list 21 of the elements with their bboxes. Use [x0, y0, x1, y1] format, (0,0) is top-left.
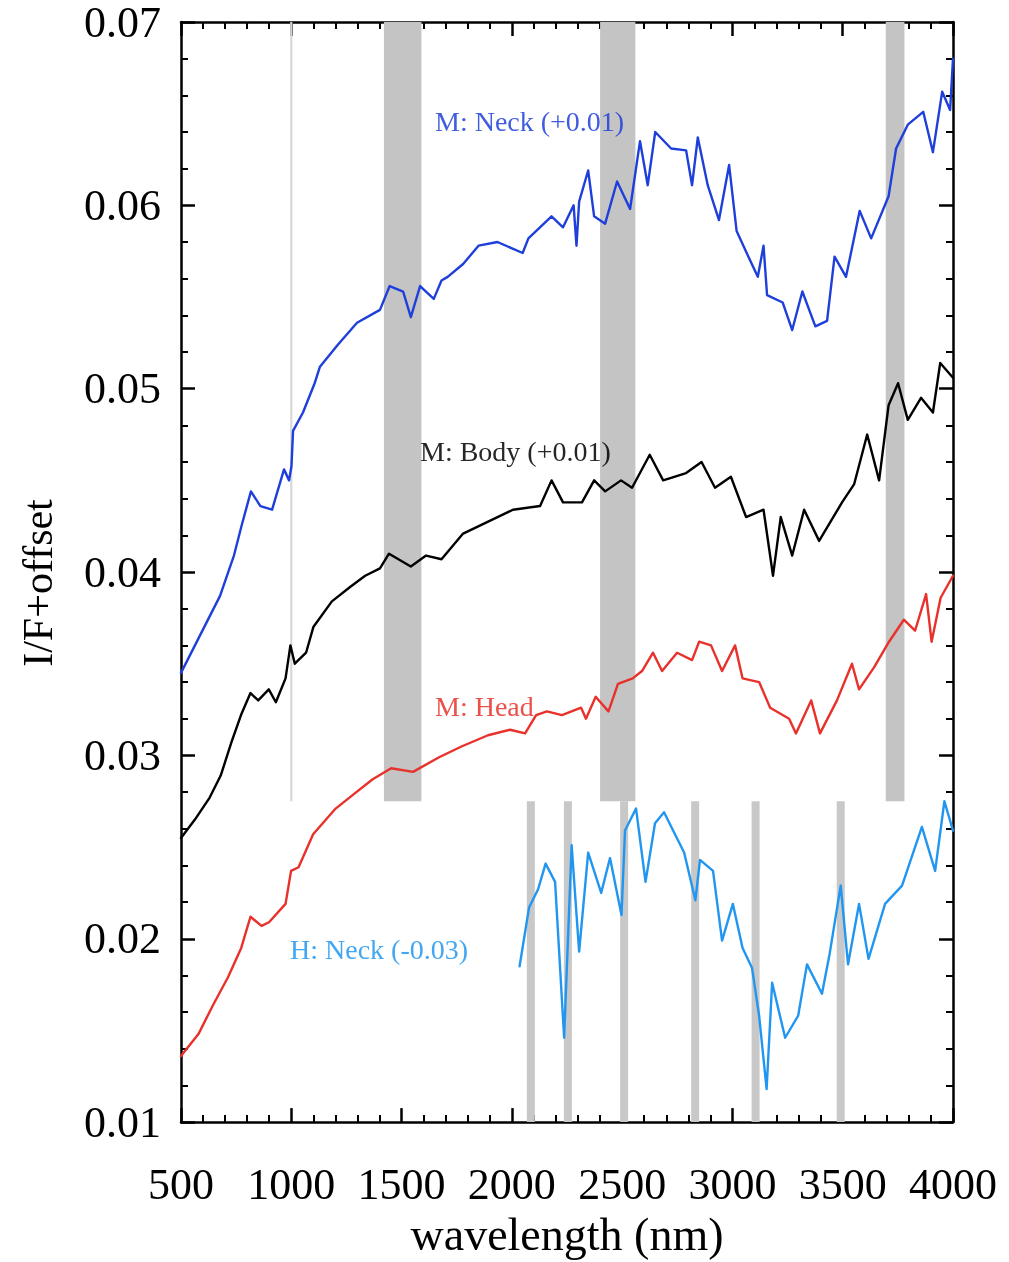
- series-label: M: Head: [435, 690, 534, 722]
- y-tick-label: 0.07: [84, 0, 161, 47]
- x-tick-label: 3000: [688, 1159, 777, 1209]
- x-tick-label: 500: [148, 1159, 214, 1209]
- x-tick-label: 1000: [247, 1159, 336, 1209]
- y-tick-label: 0.02: [84, 914, 161, 964]
- series-label: M: Body (+0.01): [420, 435, 611, 467]
- series-label: M: Neck (+0.01): [435, 105, 625, 137]
- y-tick-label: 0.06: [84, 180, 161, 230]
- x-tick-label: 2500: [578, 1159, 667, 1209]
- x-tick-label: 2000: [467, 1159, 556, 1209]
- x-tick-label: 1500: [357, 1159, 446, 1209]
- y-tick-label: 0.05: [84, 364, 161, 414]
- y-tick-label: 0.01: [84, 1097, 161, 1147]
- y-tick-label: 0.04: [84, 547, 161, 597]
- x-tick-label: 4000: [909, 1159, 997, 1209]
- y-axis-title: I/F+offset: [15, 498, 61, 667]
- series-label: H: Neck (-0.03): [290, 933, 469, 965]
- x-axis-title: wavelength (nm): [410, 1208, 724, 1260]
- y-tick-label: 0.03: [84, 730, 161, 780]
- x-tick-label: 3500: [798, 1159, 887, 1209]
